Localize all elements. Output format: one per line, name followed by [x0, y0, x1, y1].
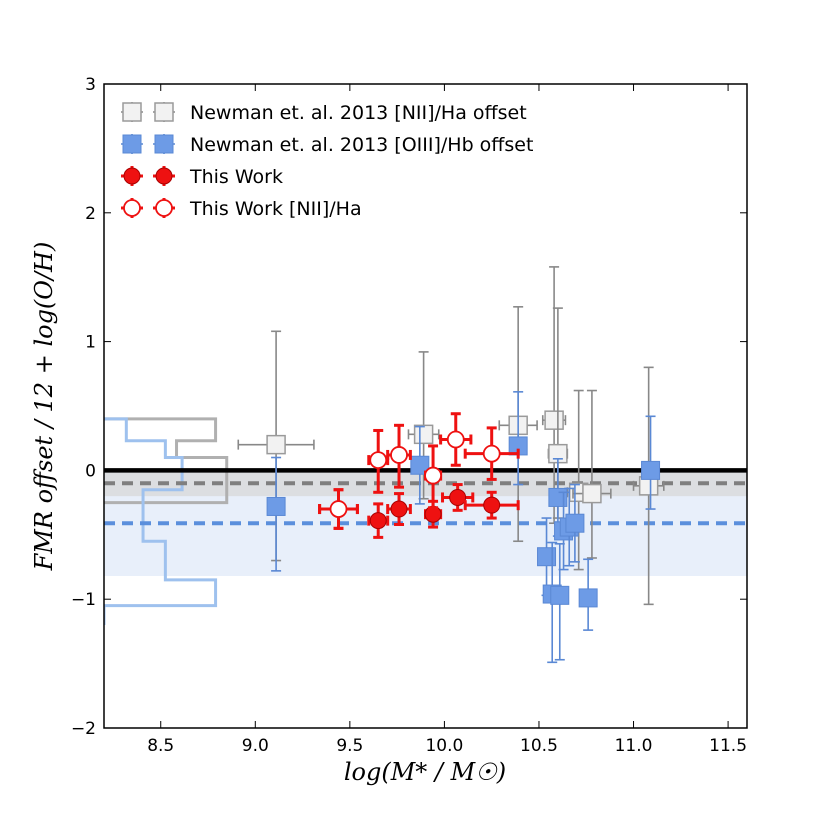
legend-marker	[154, 102, 174, 122]
data-point	[329, 500, 348, 518]
legend-entry: This Work	[121, 166, 283, 188]
y-tick-label: 0	[85, 461, 96, 481]
data-point	[641, 460, 661, 480]
histograms	[104, 417, 229, 625]
plot-frame	[103, 83, 748, 729]
data-point	[266, 434, 286, 455]
y-axis-label-text: FMR offset / 12 + log(O/H)	[30, 242, 58, 572]
y-axis-label: FMR offset / 12 + log(O/H)	[30, 242, 58, 572]
legend-marker	[154, 134, 174, 154]
legend-marker	[155, 199, 173, 217]
series-circle-open-red	[318, 412, 520, 530]
legend-marker	[123, 199, 141, 217]
data-point	[369, 512, 387, 530]
data-point	[483, 496, 501, 514]
legend-label: This Work [NII]/Ha	[189, 198, 362, 220]
y-tick-label: 1	[85, 333, 96, 353]
x-axis-label: log(M* / M☉)	[344, 758, 506, 786]
data-point	[550, 585, 570, 605]
data-point	[544, 410, 564, 430]
axis-ticks: 8.5 9.0 9.5 10.0 10.5 11.0 11.5 −2 −1 0 1 2 3	[71, 75, 747, 756]
data-point	[449, 488, 467, 506]
legend-entry: Newman et. al. 2013 [OIII]/Hb offset	[121, 134, 533, 156]
legend-marker	[122, 134, 142, 154]
data-point	[390, 500, 408, 518]
series-square-blue	[266, 391, 661, 664]
data-point	[369, 451, 388, 469]
data-point	[537, 547, 557, 567]
data-point	[410, 455, 430, 475]
legend-label: Newman et. al. 2013 [OIII]/Hb offset	[190, 134, 533, 156]
legend: Newman et. al. 2013 [NII]/Ha offset Newma…	[121, 102, 533, 220]
x-tick-label: 10.0	[425, 736, 463, 756]
oiii-hist	[104, 417, 218, 625]
data-series	[237, 266, 665, 664]
data-point	[578, 588, 598, 608]
x-tick-label: 9.5	[336, 736, 363, 756]
series-circle-red	[318, 483, 520, 539]
x-tick-label: 9.0	[242, 736, 269, 756]
data-point	[446, 430, 465, 449]
legend-entry: Newman et. al. 2013 [NII]/Ha offset	[121, 102, 527, 124]
legend-marker	[123, 167, 141, 185]
x-tick-label: 11.5	[709, 736, 747, 756]
data-point	[390, 446, 408, 464]
x-tick-label: 8.5	[147, 736, 174, 756]
y-tick-label: −2	[71, 719, 96, 739]
legend-marker	[155, 167, 173, 185]
legend-label: This Work	[189, 166, 283, 188]
legend-entry: This Work [NII]/Ha	[121, 198, 362, 220]
y-tick-label: 2	[85, 204, 96, 224]
y-tick-label: −1	[71, 590, 96, 610]
y-tick-label: 3	[85, 75, 96, 95]
x-axis-label-text: log(M* / M☉)	[344, 758, 506, 786]
legend-label: Newman et. al. 2013 [NII]/Ha offset	[190, 102, 527, 124]
data-point	[413, 424, 434, 445]
data-point	[482, 444, 501, 463]
data-point	[565, 513, 585, 533]
legend-marker	[122, 102, 142, 122]
x-tick-label: 10.5	[520, 736, 558, 756]
x-tick-label: 11.0	[615, 736, 653, 756]
data-point	[424, 466, 442, 485]
nii-hist	[104, 417, 229, 505]
data-point	[582, 483, 602, 504]
data-point	[266, 496, 286, 516]
